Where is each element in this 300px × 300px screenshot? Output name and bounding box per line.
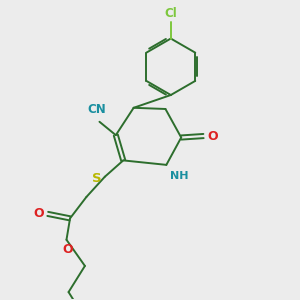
Text: O: O	[63, 243, 73, 256]
Text: O: O	[207, 130, 218, 142]
Text: CN: CN	[88, 103, 106, 116]
Text: O: O	[33, 206, 44, 220]
Text: NH: NH	[170, 171, 188, 182]
Text: S: S	[92, 172, 101, 185]
Text: Cl: Cl	[164, 7, 177, 20]
